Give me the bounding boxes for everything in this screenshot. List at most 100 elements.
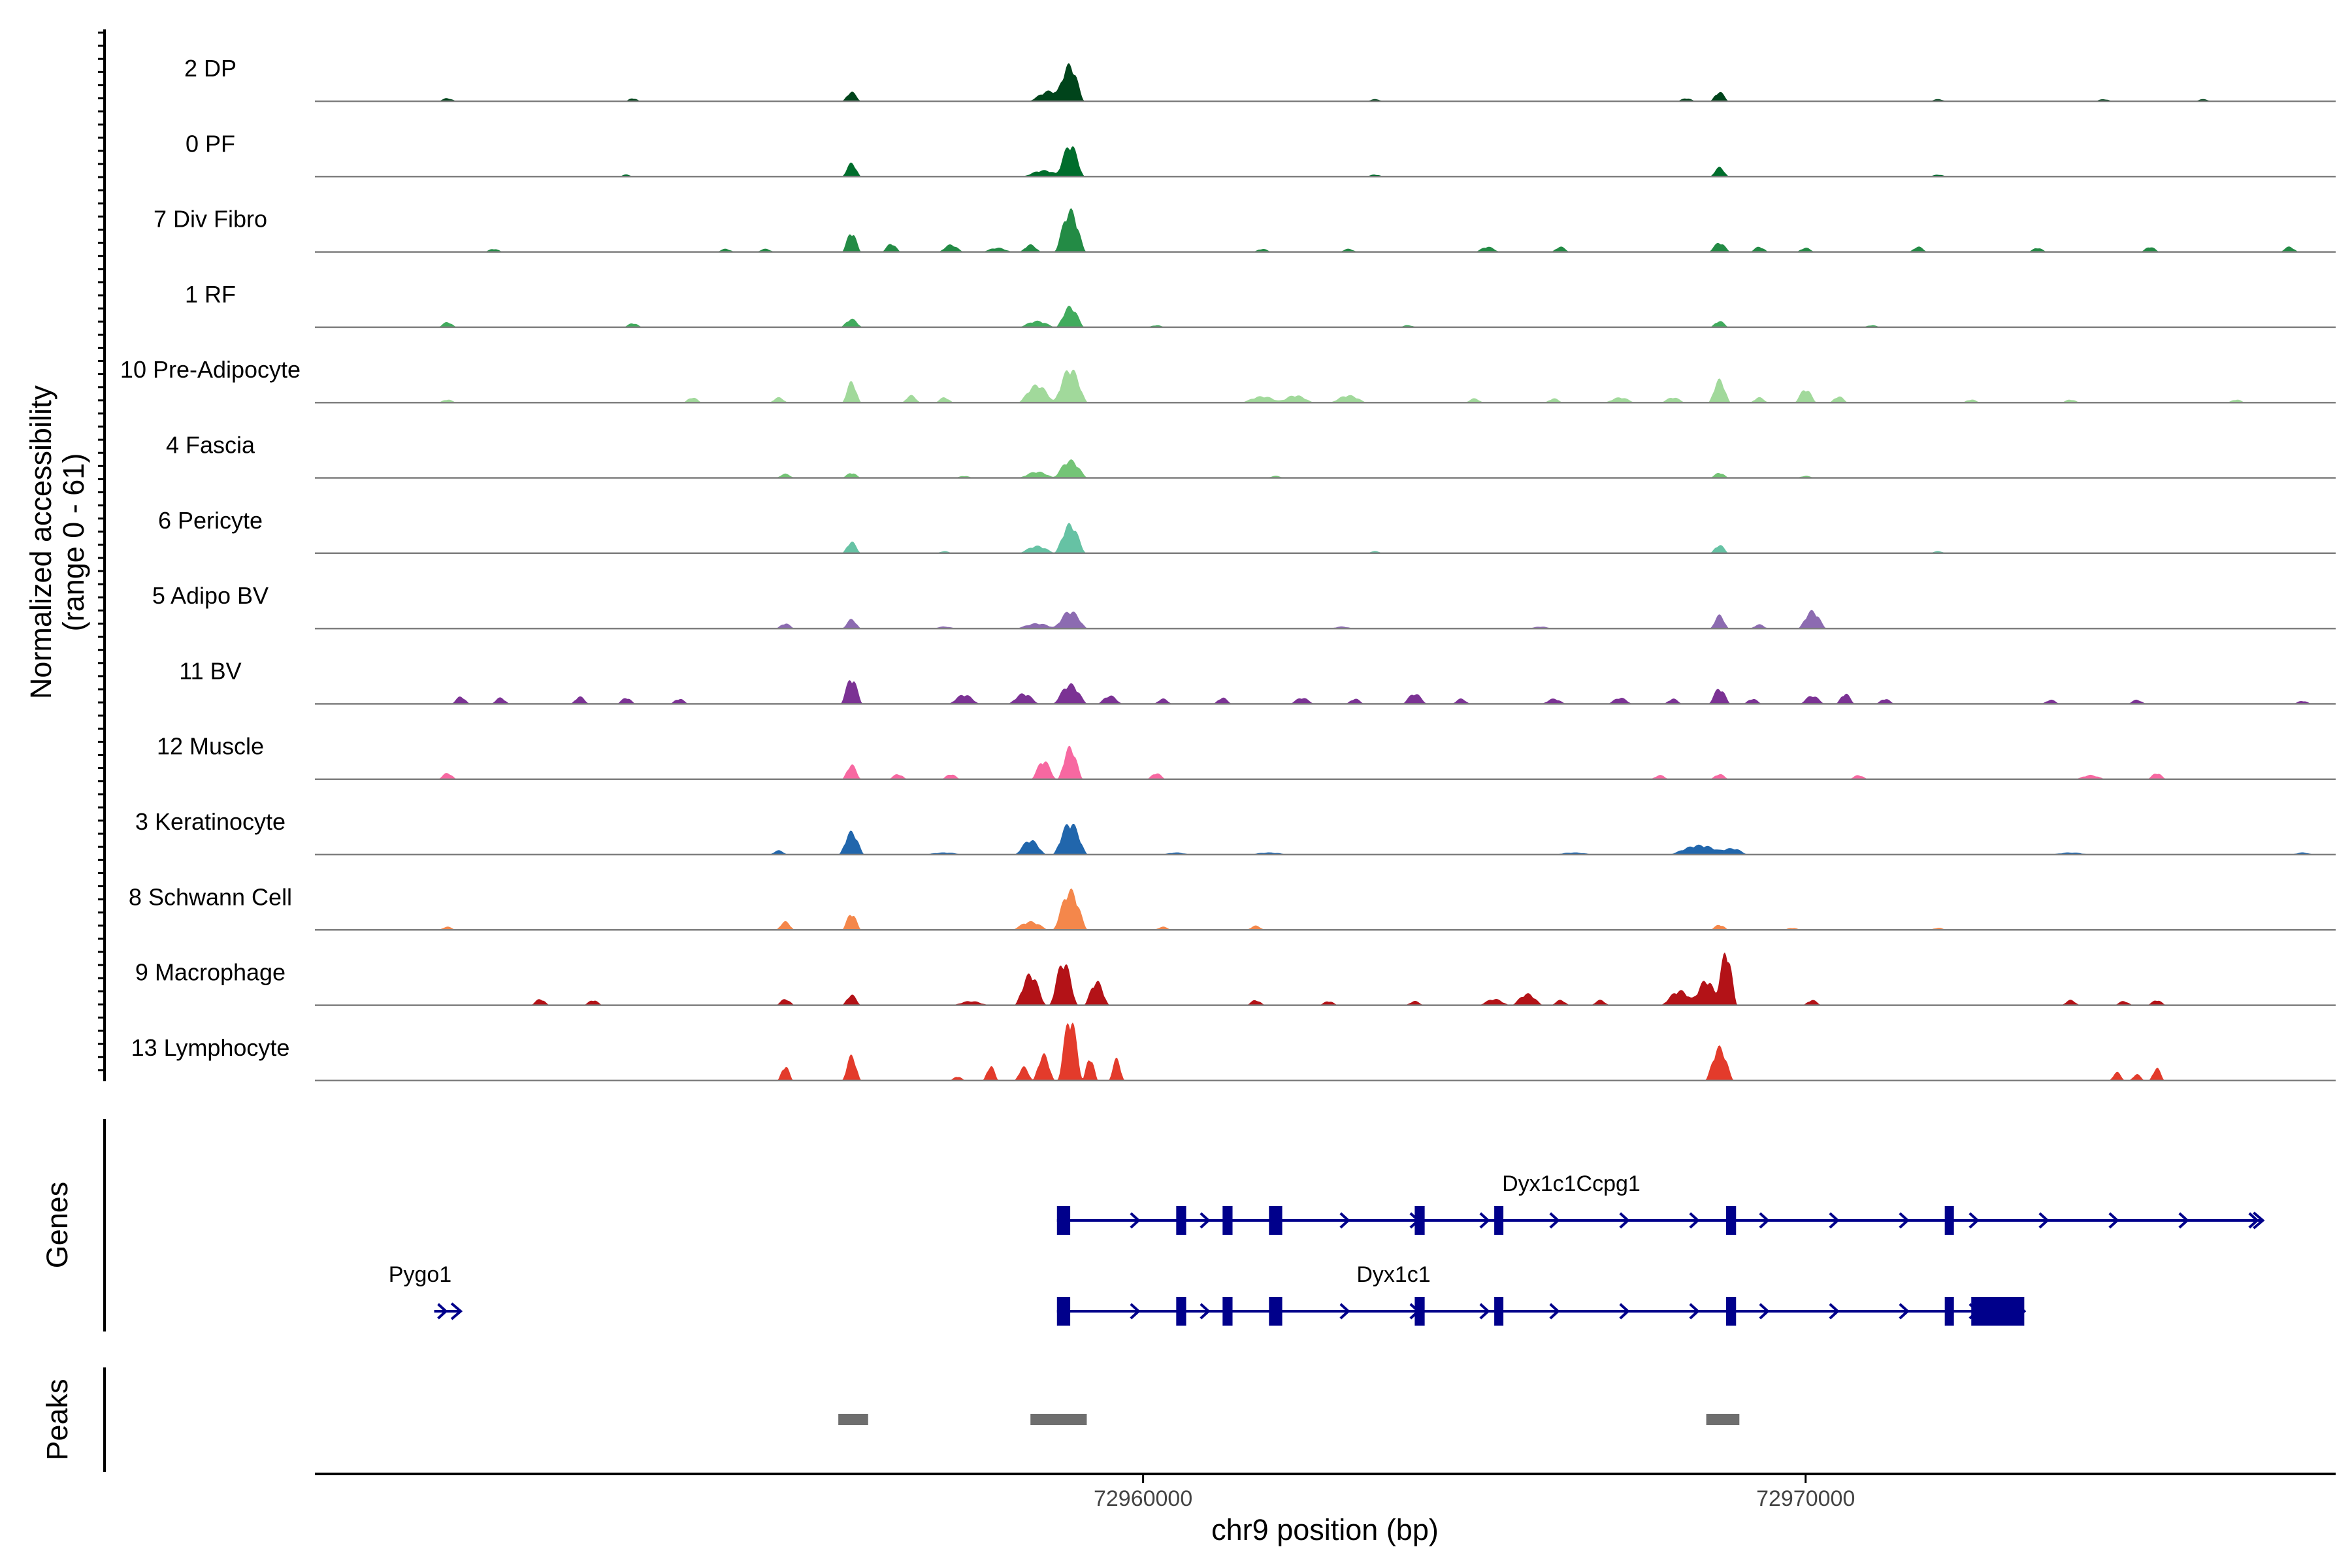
exon (1944, 1297, 1954, 1326)
coverage-area (315, 824, 2336, 855)
strand-arrow (1689, 1212, 1700, 1229)
track-3-keratinocyte: 3 Keratinocyte (135, 808, 2336, 856)
x-tick-label: 72970000 (1756, 1486, 1855, 1511)
gene-pygo1: Pygo1 (389, 1262, 463, 1320)
track-label: 13 Lymphocyte (131, 1034, 290, 1061)
track-label: 1 RF (185, 281, 236, 308)
strand-arrow (437, 1303, 448, 1320)
strand-arrow (1200, 1212, 1211, 1229)
exon (1176, 1206, 1186, 1235)
exon (1726, 1206, 1737, 1235)
coverage-area (315, 459, 2336, 478)
gene-dyx1c1: Dyx1c1 (1056, 1262, 2027, 1326)
track-label: 3 Keratinocyte (135, 808, 286, 835)
track-label: 4 Fascia (166, 432, 255, 459)
strand-arrow (1200, 1303, 1211, 1320)
peaks-panel-title: Peaks (41, 1379, 74, 1460)
exon (1944, 1206, 1954, 1235)
strand-arrow (2108, 1212, 2119, 1229)
strand-arrow (2248, 1212, 2259, 1229)
exon (1494, 1206, 1504, 1235)
strand-arrow (1829, 1212, 1840, 1229)
coverage-area (315, 369, 2336, 403)
coverage-area (315, 888, 2336, 930)
strand-arrow (1339, 1212, 1350, 1229)
track-5-adipo-bv: 5 Adipo BV (152, 582, 2336, 630)
x-axis-title: chr9 position (bp) (1211, 1513, 1439, 1546)
strand-arrow (1619, 1212, 1630, 1229)
gene-label: Dyx1c1 (1356, 1262, 1430, 1287)
strand-arrow (2178, 1212, 2189, 1229)
y-axis-title: Normalized accessibility (24, 385, 57, 699)
coverage-area (315, 745, 2336, 779)
exon (1222, 1206, 1233, 1235)
strand-arrow (1689, 1303, 1700, 1320)
track-label: 7 Div Fibro (154, 206, 267, 233)
track-0-pf: 0 PF (186, 130, 2336, 178)
strand-arrow (1130, 1212, 1141, 1229)
track-13-lymphocyte: 13 Lymphocyte (131, 1022, 2336, 1082)
gene-label: Dyx1c1Ccpg1 (1502, 1171, 1641, 1196)
gene-dyx1c1ccpg1: Dyx1c1Ccpg1 (1056, 1171, 2265, 1235)
x-axis-ticks: 72960000 72970000 (1094, 1474, 1855, 1511)
track-10-pre-adipocyte: 10 Pre-Adipocyte (120, 356, 2336, 404)
strand-arrow (450, 1302, 463, 1320)
strand-arrow (1759, 1303, 1770, 1320)
track-4-fascia: 4 Fascia (166, 432, 2336, 479)
coverage-tracks: 2 DP 0 PF 7 Div Fibro 1 RF 10 Pre-Adipocyte 4… (120, 55, 2336, 1082)
track-label: 2 DP (184, 55, 237, 82)
track-label: 0 PF (186, 130, 235, 157)
exon (1056, 1297, 1071, 1326)
coverage-area (315, 523, 2336, 553)
track-7-div-fibro: 7 Div Fibro (154, 206, 2336, 253)
track-2-dp: 2 DP (184, 55, 2336, 103)
coverage-area (315, 1022, 2336, 1081)
strand-arrow (1479, 1303, 1490, 1320)
strand-arrow (1549, 1212, 1560, 1229)
coverage-area (315, 680, 2336, 704)
peak-region (838, 1414, 868, 1425)
track-11-bv: 11 BV (179, 657, 2336, 705)
track-label: 6 Pericyte (158, 507, 263, 534)
genes-panel-title: Genes (41, 1182, 74, 1269)
strand-arrow (1339, 1303, 1350, 1320)
track-label: 5 Adipo BV (152, 582, 269, 609)
y-axis-range-label: (range 0 - 61) (57, 453, 90, 632)
accessibility-y-axis (98, 29, 106, 1081)
strand-arrow (1549, 1303, 1560, 1320)
coverage-area (315, 610, 2336, 629)
exon (1414, 1206, 1425, 1235)
exon (1726, 1297, 1737, 1326)
strand-arrow (1899, 1212, 1910, 1229)
coverage-area (315, 208, 2336, 252)
gene-label: Pygo1 (389, 1262, 451, 1287)
exon (1971, 1297, 2025, 1326)
strand-arrow (1829, 1303, 1840, 1320)
coverage-area (315, 63, 2336, 101)
exon (1176, 1297, 1186, 1326)
track-6-pericyte: 6 Pericyte (158, 507, 2336, 555)
strand-arrow (2038, 1212, 2050, 1229)
strand-arrow (1968, 1212, 1980, 1229)
coverage-area (315, 952, 2336, 1005)
strand-arrow (1899, 1303, 1910, 1320)
exon (1414, 1297, 1425, 1326)
strand-arrow (1759, 1212, 1770, 1229)
strand-arrow (1479, 1212, 1490, 1229)
strand-arrow (1619, 1303, 1630, 1320)
exon (1056, 1206, 1071, 1235)
track-8-schwann-cell: 8 Schwann Cell (129, 883, 2336, 931)
track-label: 11 BV (179, 657, 241, 684)
strand-arrow (1130, 1303, 1141, 1320)
track-12-muscle: 12 Muscle (157, 733, 2336, 780)
exon (1222, 1297, 1233, 1326)
track-1-rf: 1 RF (185, 281, 2336, 329)
gene-annotations: Dyx1c1Ccpg1 Dyx1c1 Pygo1 (389, 1171, 2265, 1326)
strand-arrow (2253, 1211, 2265, 1230)
coverage-area (315, 305, 2336, 327)
peak-region (1030, 1414, 1087, 1425)
peak-region (1706, 1414, 1740, 1425)
exon (1269, 1297, 1282, 1326)
track-label: 12 Muscle (157, 733, 264, 760)
